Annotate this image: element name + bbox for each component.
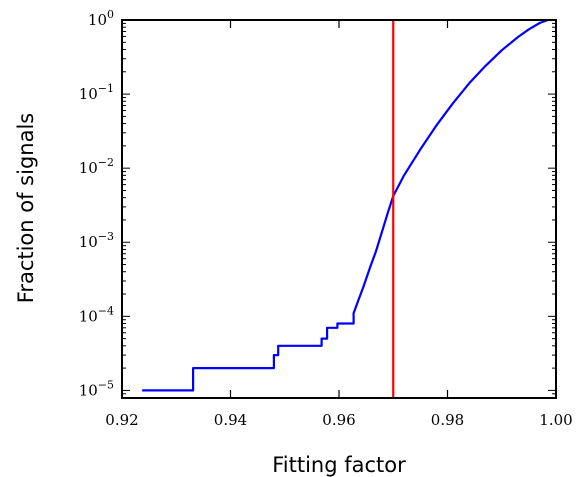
y-tick-exponent: 0	[107, 8, 114, 21]
y-tick-label: 10−4	[79, 304, 114, 325]
y-tick-label: 10−1	[79, 82, 114, 103]
y-tick-exponent: −4	[98, 304, 114, 317]
y-tick-label: 10−5	[79, 378, 114, 399]
plot-content	[142, 18, 549, 398]
y-tick-exponent: −2	[98, 156, 114, 169]
y-tick-base: 10	[88, 11, 107, 29]
x-tick-label: 0.96	[322, 411, 355, 429]
y-tick-exponent: −5	[98, 378, 114, 391]
y-tick-label: 10−3	[79, 230, 114, 251]
plot-frame	[121, 19, 557, 399]
y-tick-base: 10	[79, 381, 98, 399]
x-tick-label: 0.92	[105, 411, 138, 429]
series-line-0	[142, 18, 549, 392]
y-tick-exponent: −3	[98, 230, 114, 243]
y-tick-base: 10	[79, 85, 98, 103]
y-tick-exponent: −1	[98, 82, 114, 95]
y-tick-base: 10	[79, 307, 98, 325]
y-tick-label: 10−2	[79, 156, 114, 177]
x-tick-label: 1.00	[539, 411, 572, 429]
axis-ticks	[121, 19, 557, 399]
x-tick-label: 0.94	[214, 411, 247, 429]
x-tick-label: 0.98	[431, 411, 464, 429]
x-axis-title: Fitting factor	[272, 453, 406, 477]
y-tick-label: 100	[88, 8, 114, 29]
y-tick-base: 10	[79, 233, 98, 251]
y-axis-title: Fraction of signals	[14, 113, 38, 303]
x-tick-labels: 0.92 0.94 0.96 0.98 1.00	[105, 411, 572, 429]
y-tick-base: 10	[79, 159, 98, 177]
